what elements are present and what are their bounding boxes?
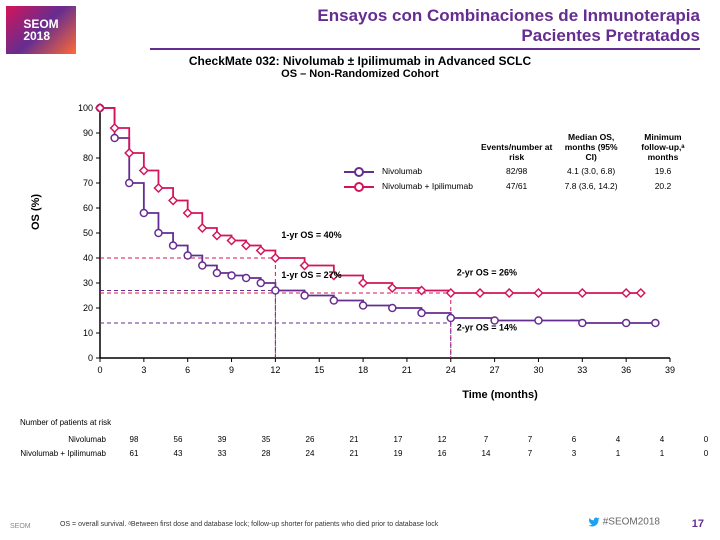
page-number: 17: [692, 518, 704, 530]
svg-text:20: 20: [83, 303, 93, 313]
subtitle-l1: CheckMate 032: Nivolumab ± Ipilimumab in…: [0, 54, 720, 68]
svg-text:15: 15: [314, 365, 324, 375]
svg-text:36: 36: [621, 365, 631, 375]
svg-text:0: 0: [88, 353, 93, 363]
legend-col-header: Median OS, months (95% CI): [556, 130, 626, 164]
svg-text:12: 12: [270, 365, 280, 375]
svg-text:50: 50: [83, 228, 93, 238]
svg-text:100: 100: [78, 103, 93, 113]
legend-col-header: Minimum follow-up,ᵃ months: [626, 130, 700, 164]
legend-summary-table: Events/number at riskMedian OS, months (…: [340, 130, 700, 194]
title-l2: Pacientes Pretratados: [150, 26, 700, 46]
svg-text:6: 6: [185, 365, 190, 375]
y-axis-label: OS (%): [30, 194, 42, 230]
svg-text:1-yr OS = 40%: 1-yr OS = 40%: [281, 230, 341, 240]
risk-table: Nivolumab9856393526211712776440Nivolumab…: [20, 432, 720, 460]
svg-text:30: 30: [533, 365, 543, 375]
svg-text:18: 18: [358, 365, 368, 375]
risk-table-header: Number of patients at risk: [20, 418, 111, 427]
svg-text:80: 80: [83, 153, 93, 163]
seom-logo: SEOM2018: [6, 6, 76, 54]
svg-text:90: 90: [83, 128, 93, 138]
svg-text:2-yr OS = 26%: 2-yr OS = 26%: [457, 268, 517, 278]
svg-text:21: 21: [402, 365, 412, 375]
svg-text:1-yr OS = 27%: 1-yr OS = 27%: [281, 270, 341, 280]
svg-text:60: 60: [83, 203, 93, 213]
slide-title: Ensayos con Combinaciones de Inmunoterap…: [150, 6, 700, 50]
x-axis-label: Time (months): [320, 389, 680, 401]
svg-text:3: 3: [141, 365, 146, 375]
legend-col-header: [340, 130, 378, 164]
hashtag: #SEOM2018: [588, 516, 660, 528]
svg-text:10: 10: [83, 328, 93, 338]
legend-col-header: [378, 130, 477, 164]
twitter-icon: [588, 516, 600, 528]
svg-text:2-yr OS = 14%: 2-yr OS = 14%: [457, 323, 517, 333]
risk-row: Nivolumab9856393526211712776440: [20, 432, 720, 446]
hashtag-text: #SEOM2018: [603, 517, 660, 528]
footnote-text: OS = overall survival. ᵃBetween first do…: [60, 521, 438, 528]
subtitle-l2: OS – Non-Randomized Cohort: [0, 68, 720, 80]
svg-text:9: 9: [229, 365, 234, 375]
svg-text:40: 40: [83, 253, 93, 263]
svg-text:24: 24: [446, 365, 456, 375]
svg-text:0: 0: [97, 365, 102, 375]
legend-row: Nivolumab82/984.1 (3.0, 6.8)19.6: [340, 164, 700, 179]
legend-col-header: Events/number at risk: [477, 130, 556, 164]
legend-row: Nivolumab + Ipilimumab47/617.8 (3.6, 14.…: [340, 179, 700, 194]
title-l1: Ensayos con Combinaciones de Inmunoterap…: [150, 6, 700, 26]
svg-text:27: 27: [490, 365, 500, 375]
svg-text:39: 39: [665, 365, 675, 375]
slide-subtitle: CheckMate 032: Nivolumab ± Ipilimumab in…: [0, 54, 720, 80]
svg-text:30: 30: [83, 278, 93, 288]
svg-text:33: 33: [577, 365, 587, 375]
logo-l2: 2018: [23, 29, 50, 43]
bottom-seom-logo: SEOM: [10, 523, 31, 530]
svg-text:70: 70: [83, 178, 93, 188]
risk-row: Nivolumab + Ipilimumab614333282421191614…: [20, 446, 720, 460]
